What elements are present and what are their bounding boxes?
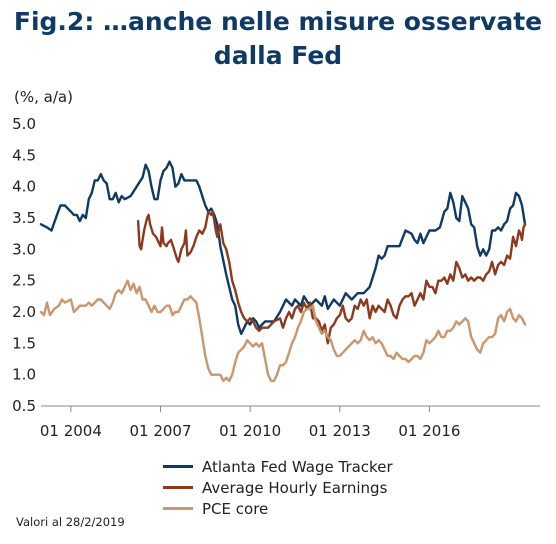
y-axis-unit-label: (%, a/a) (14, 88, 73, 106)
legend-item: PCE core (163, 498, 393, 519)
legend-item: Atlanta Fed Wage Tracker (163, 456, 393, 477)
y-tick-label: 1.0 (12, 366, 36, 384)
x-tick-label: 01 2010 (219, 422, 281, 440)
legend-item: Average Hourly Earnings (163, 477, 393, 498)
y-axis-ticks: 5.0 4.5 4.0 3.5 3.0 2.5 2.0 1.5 1.0 0.5 (12, 115, 36, 415)
x-tick-label: 01 2007 (129, 422, 191, 440)
series-line-0 (39, 160, 527, 336)
y-tick-label: 4.5 (12, 146, 36, 164)
y-tick-label: 2.0 (12, 303, 36, 321)
series-lines (39, 160, 527, 383)
chart-title-line-2: dalla Fed (213, 41, 343, 70)
x-tick-label: 01 2004 (40, 422, 102, 440)
series-line-2 (39, 279, 527, 383)
x-tick-label: 01 2016 (398, 422, 460, 440)
series-line-1 (136, 210, 527, 345)
y-tick-label: 4.0 (12, 178, 36, 196)
y-tick-label: 3.5 (12, 209, 36, 227)
y-tick-label: 0.5 (12, 397, 36, 415)
chart-title-line-1: Fig.2: …anche nelle misure osservate (13, 7, 543, 36)
legend-label-pce: PCE core (202, 499, 269, 518)
x-tick-label: 01 2013 (309, 422, 371, 440)
y-tick-label: 2.5 (12, 272, 36, 290)
footnote: Valori al 28/2/2019 (16, 515, 125, 529)
y-tick-label: 3.0 (12, 240, 36, 258)
legend-label-ahe: Average Hourly Earnings (202, 478, 388, 497)
chart-legend: Atlanta Fed Wage Tracker Average Hourly … (163, 456, 393, 519)
y-tick-label: 5.0 (12, 115, 36, 133)
legend-swatch-atlanta (163, 465, 193, 468)
x-axis-ticks: 01 2004 01 2007 01 2010 01 2013 01 2016 (40, 406, 460, 440)
legend-label-atlanta: Atlanta Fed Wage Tracker (202, 457, 393, 476)
y-tick-label: 1.5 (12, 334, 36, 352)
legend-swatch-pce (163, 507, 193, 510)
legend-swatch-ahe (163, 486, 193, 489)
